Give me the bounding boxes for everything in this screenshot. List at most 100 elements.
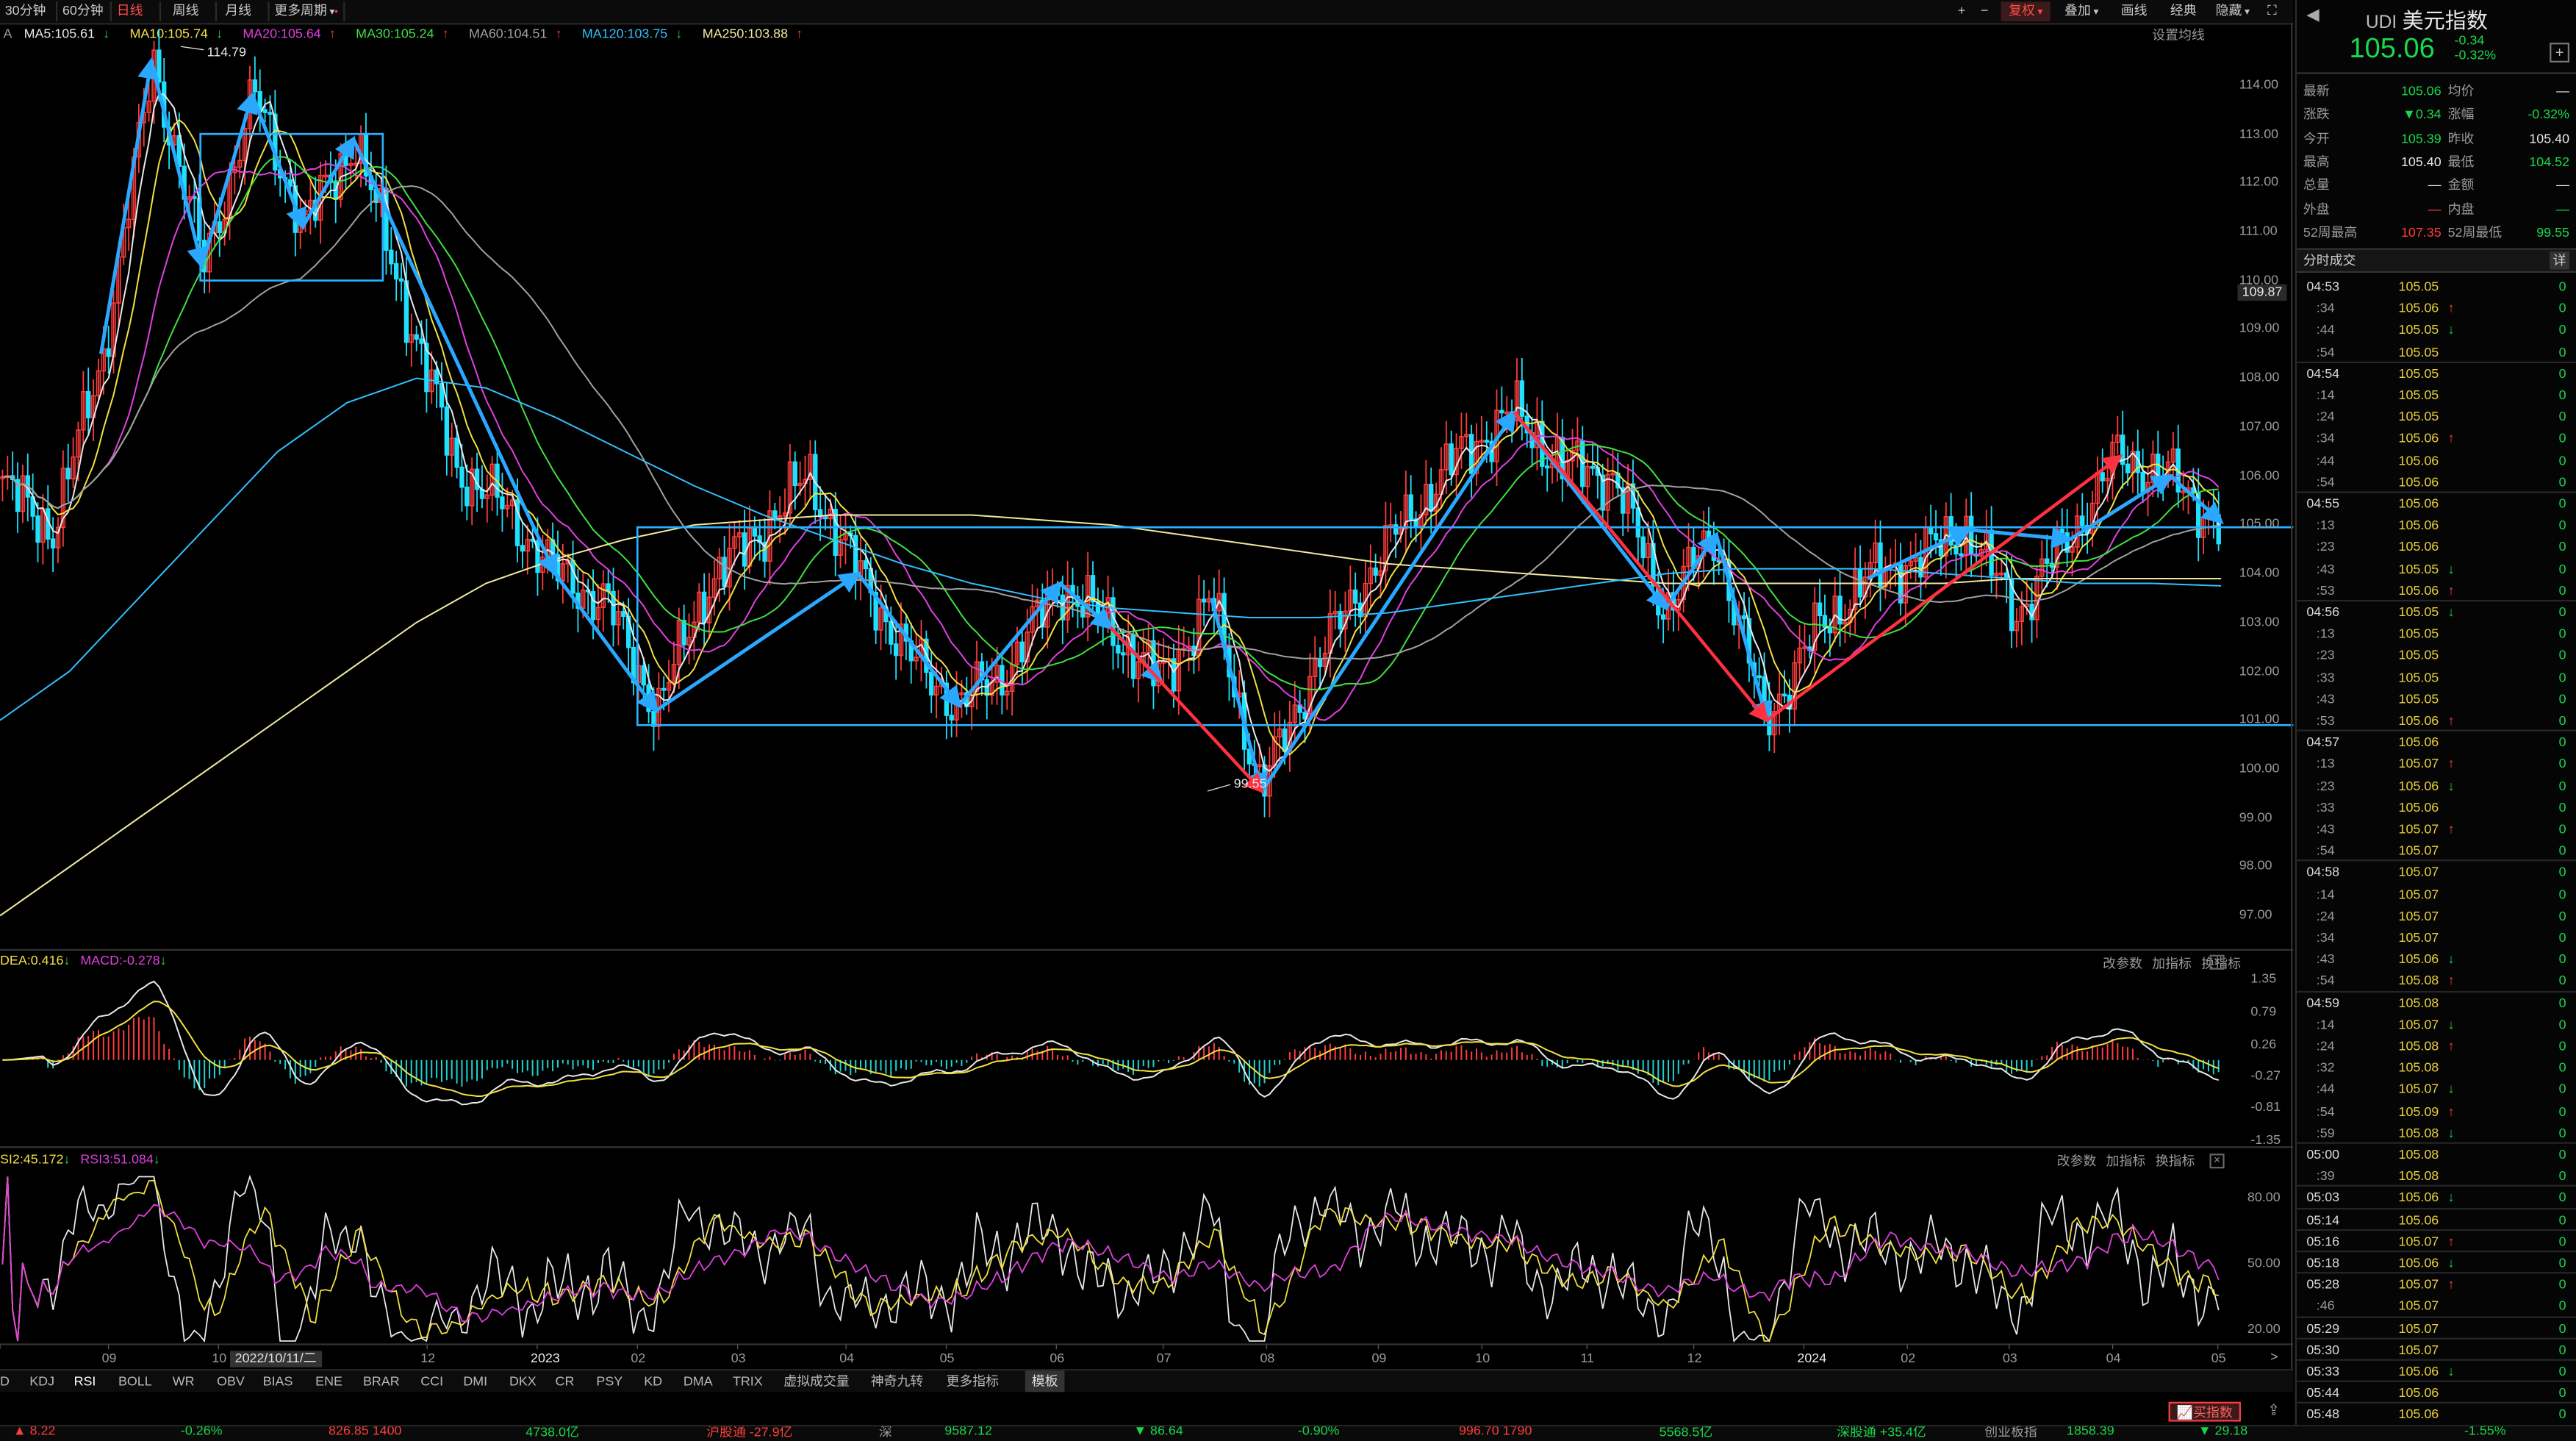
candle-body — [514, 499, 520, 546]
indicator-tab-18[interactable]: 神奇九转 — [870, 1373, 924, 1389]
tick-volume: 0 — [2558, 648, 2566, 663]
tick-price: 105.08 — [2398, 995, 2439, 1010]
ticker-item: 9587.12 — [944, 1425, 992, 1438]
classic-button[interactable]: 经典 — [2170, 3, 2197, 18]
indicator-tab-7[interactable]: ENE — [315, 1373, 342, 1389]
tick-row: :43 105.05 0 — [2303, 688, 2569, 709]
add-watchlist-icon[interactable]: + — [2550, 43, 2570, 62]
rsi-add-indicator-button[interactable]: 加指标 — [2106, 1154, 2146, 1169]
indicator-tab-11[interactable]: DKX — [509, 1373, 537, 1389]
tab-monthly[interactable]: 月线 — [220, 1, 270, 22]
zoom-in-icon[interactable]: + — [1957, 3, 1966, 18]
tick-price: 105.05 — [2398, 279, 2439, 295]
annotation-leader — [1207, 784, 1231, 792]
more-periods-dropdown[interactable]: 更多周期 ▾• — [270, 1, 345, 22]
tab-30min[interactable]: 30分钟 — [0, 1, 58, 22]
tick-row: :53 105.06 ↑ 0 — [2303, 710, 2569, 732]
candle-body — [898, 623, 904, 657]
buy-index-button[interactable]: 📈买指数 — [2168, 1401, 2241, 1422]
tab-60min[interactable]: 60分钟 — [57, 1, 112, 22]
macd-close-icon[interactable]: × — [2209, 954, 2225, 970]
indicator-tab-13[interactable]: PSY — [596, 1373, 623, 1389]
indicator-tab-9[interactable]: CCI — [420, 1373, 444, 1389]
candle-body — [1403, 494, 1409, 529]
range-box — [636, 526, 2294, 726]
rsi-edit-params-button[interactable]: 改参数 — [2056, 1154, 2097, 1169]
indicator-tab-15[interactable]: DMA — [683, 1373, 713, 1389]
tick-row: :54 105.09 ↑ 0 — [2303, 1101, 2569, 1122]
tick-price: 105.09 — [2398, 1104, 2439, 1119]
adjust-button[interactable]: 复权 ▾ — [2001, 1, 2051, 22]
rsi-close-icon[interactable]: × — [2209, 1154, 2225, 1169]
tick-direction-icon: ↑ — [2447, 1104, 2455, 1119]
candle-body — [1014, 641, 1020, 665]
tick-volume: 0 — [2558, 1060, 2566, 1076]
tab-daily[interactable]: 日线 — [112, 1, 162, 22]
draw-line-button[interactable]: 画线 — [2120, 3, 2148, 18]
macd-tick-label: 1.35 — [2250, 971, 2277, 987]
tick-volume: 0 — [2558, 1212, 2566, 1227]
kline-chart[interactable]: 114.79 99.55 — [0, 0, 2294, 1370]
wave-arrow-blue — [301, 135, 356, 228]
indicator-tab-3[interactable]: BOLL — [118, 1373, 152, 1389]
indicator-tab-17[interactable]: 虚拟成交量 — [783, 1373, 850, 1389]
wave-arrow-blue — [1058, 582, 1113, 630]
candle-body — [60, 468, 66, 529]
tick-volume: 0 — [2558, 496, 2566, 512]
hide-button[interactable]: 隐藏 ▾ — [2211, 1, 2254, 21]
rsi-switch-indicator-button[interactable]: 换指标 — [2155, 1154, 2195, 1169]
tick-minute-divider — [2296, 1251, 2576, 1253]
tick-row: :53 105.06 ↑ 0 — [2303, 580, 2569, 601]
price-tick-label: 106.00 — [2239, 468, 2280, 483]
tab-weekly[interactable]: 周线 — [168, 1, 218, 22]
indicator-tab-0[interactable]: D — [0, 1373, 10, 1389]
tick-volume: 0 — [2558, 734, 2566, 750]
tick-price: 105.05 — [2398, 670, 2439, 685]
scroll-right-icon[interactable]: > — [2270, 1349, 2278, 1365]
tick-row: 05:03 105.06 ↓ 0 — [2303, 1187, 2569, 1209]
fullscreen-icon[interactable]: ⛶ — [2267, 3, 2277, 18]
tick-row: :32 105.08 0 — [2303, 1057, 2569, 1079]
tick-price: 105.06 — [2398, 951, 2439, 967]
macd-edit-params-button[interactable]: 改参数 — [2103, 956, 2142, 972]
tick-volume: 0 — [2558, 821, 2566, 837]
tick-detail-icon[interactable]: 详 — [2550, 251, 2570, 270]
dif-line — [2, 980, 2220, 1106]
tick-time: 05:33 — [2306, 1364, 2340, 1379]
export-icon[interactable]: ⇪ — [2267, 1401, 2281, 1419]
indicator-tab-16[interactable]: TRIX — [732, 1373, 763, 1389]
tick-row: 05:30 105.07 0 — [2303, 1339, 2569, 1360]
macd-add-indicator-button[interactable]: 加指标 — [2152, 956, 2192, 972]
tick-time: :23 — [2316, 778, 2335, 793]
candle-body — [1621, 487, 1626, 514]
tick-price: 105.07 — [2398, 843, 2439, 859]
indicator-tab-6[interactable]: BIAS — [262, 1373, 293, 1389]
zoom-out-icon[interactable]: − — [1981, 3, 1989, 18]
set-ma-link[interactable]: 设置均线 — [2152, 28, 2205, 43]
indicator-tab-4[interactable]: WR — [172, 1373, 195, 1389]
candle-body — [711, 578, 717, 598]
indicator-tab-14[interactable]: KD — [644, 1373, 663, 1389]
tick-row: :23 105.06 0 — [2303, 537, 2569, 558]
indicator-tab-2[interactable]: RSI — [73, 1373, 96, 1389]
overlay-button[interactable]: 叠加 ▾ — [2057, 1, 2106, 21]
prev-symbol-icon[interactable]: ◀ — [2306, 6, 2320, 25]
stat-label: 最低 — [2447, 154, 2475, 169]
month-label: 2024 — [1797, 1351, 1827, 1366]
indicator-tab-8[interactable]: BRAR — [363, 1373, 400, 1389]
rsi2-line — [1, 1176, 2220, 1342]
candle-body — [76, 429, 81, 458]
candle-body — [767, 510, 772, 562]
indicator-tab-10[interactable]: DMI — [463, 1373, 488, 1389]
rsi3-line — [1, 1176, 2220, 1342]
tick-row: :34 105.07 0 — [2303, 927, 2569, 948]
wave-arrow-blue — [251, 94, 307, 231]
indicator-tab-1[interactable]: KDJ — [29, 1373, 55, 1389]
tick-time: 05:28 — [2306, 1277, 2340, 1292]
indicator-tab-5[interactable]: OBV — [217, 1373, 245, 1389]
indicator-tab-20[interactable]: 模板 — [1025, 1370, 1065, 1392]
candle-body — [2019, 606, 2025, 623]
candle-body — [393, 262, 399, 280]
indicator-tab-19[interactable]: 更多指标 — [946, 1373, 1000, 1389]
indicator-tab-12[interactable]: CR — [555, 1373, 575, 1389]
